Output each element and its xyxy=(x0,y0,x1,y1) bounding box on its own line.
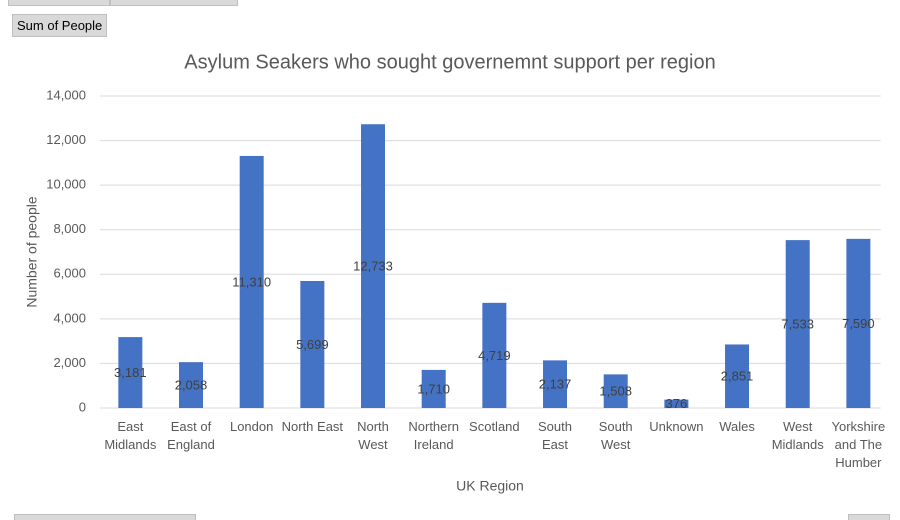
y-tick-label: 12,000 xyxy=(46,132,86,147)
bar xyxy=(725,344,750,408)
x-tick-label: Northern Ireland xyxy=(408,419,459,452)
bar xyxy=(179,362,204,408)
bar xyxy=(543,360,568,408)
bar xyxy=(421,369,446,408)
bar xyxy=(300,280,325,408)
bar xyxy=(846,238,871,408)
data-label: 12,733 xyxy=(353,259,393,274)
x-tick-label: South East xyxy=(538,419,572,452)
y-tick-label: 2,000 xyxy=(53,355,86,370)
y-tick-label: 10,000 xyxy=(46,177,86,192)
y-tick-label: 0 xyxy=(79,399,86,414)
field-button-cut[interactable] xyxy=(14,514,196,520)
data-label: 7,590 xyxy=(842,316,875,331)
x-tick-label: East Midlands xyxy=(104,419,157,452)
data-label: 2,137 xyxy=(539,377,572,392)
x-tick-label: Yorkshire and The Humber xyxy=(831,419,886,470)
bar xyxy=(785,240,810,408)
x-tick-label: West Midlands xyxy=(771,419,824,452)
bar xyxy=(664,399,689,408)
bar xyxy=(603,374,628,408)
y-tick-label: 14,000 xyxy=(46,87,86,102)
y-tick-label: 4,000 xyxy=(53,310,86,325)
y-tick-label: 6,000 xyxy=(53,266,86,281)
data-label: 5,699 xyxy=(296,337,329,352)
x-tick-label: North East xyxy=(281,419,344,434)
x-tick-label: Wales xyxy=(719,419,755,434)
x-tick-label: East of England xyxy=(167,419,215,452)
data-label: 7,533 xyxy=(781,316,814,331)
data-label: 11,310 xyxy=(232,274,271,289)
chart-title: Asylum Seakers who sought governemnt sup… xyxy=(184,51,715,73)
x-tick-label: Unknown xyxy=(649,419,704,434)
y-axis-label: Number of people xyxy=(24,196,40,308)
x-tick-label: North West xyxy=(357,419,389,452)
bar xyxy=(361,124,386,409)
data-label: 2,058 xyxy=(175,378,208,393)
field-button-cut[interactable] xyxy=(848,514,890,520)
bar xyxy=(482,302,507,408)
bar xyxy=(118,337,143,408)
x-tick-label: South West xyxy=(598,419,633,452)
field-button-cut[interactable] xyxy=(8,0,110,6)
y-tick-label: 8,000 xyxy=(53,221,86,236)
data-label: 1,508 xyxy=(599,384,632,399)
field-button[interactable]: Sum of People xyxy=(12,14,108,37)
data-label: 4,719 xyxy=(478,348,511,363)
x-tick-label: London xyxy=(229,419,274,434)
data-label: 1,710 xyxy=(417,381,450,396)
data-label: 2,851 xyxy=(721,369,754,384)
data-label: 3,181 xyxy=(114,365,147,380)
bar xyxy=(239,155,264,408)
x-axis-label: UK Region xyxy=(456,478,524,494)
data-label: 376 xyxy=(666,396,688,411)
x-tick-label: Scotland xyxy=(469,419,520,434)
field-button-cut[interactable] xyxy=(110,0,238,6)
